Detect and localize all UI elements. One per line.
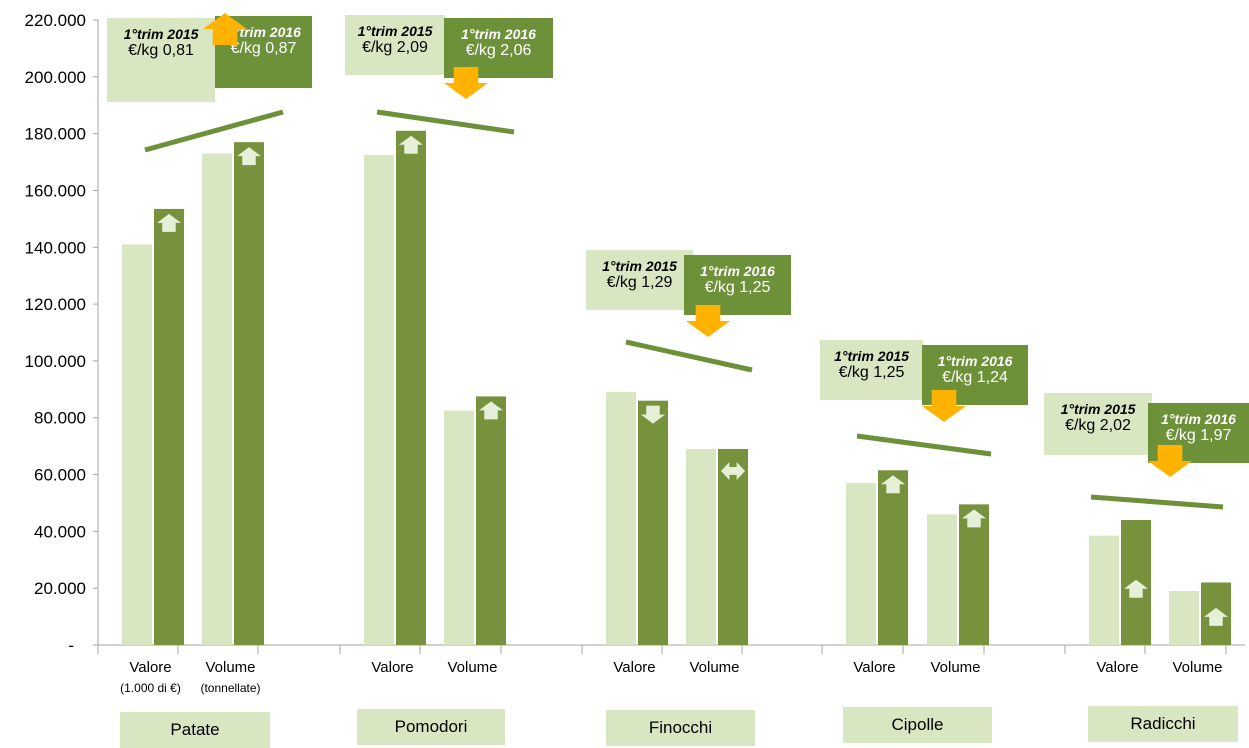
y-tick-label: 160.000 <box>25 181 86 200</box>
x-category-label: Volume <box>1172 659 1222 676</box>
bar-2015 <box>927 514 957 645</box>
price-trend-line <box>856 433 992 457</box>
product-group-label: Finocchi <box>606 710 755 746</box>
x-category-note: (tonnellate) <box>200 681 260 695</box>
x-category-label: Volume <box>447 659 497 676</box>
bar-2016 <box>638 400 668 645</box>
price-trend-lines <box>144 109 1224 510</box>
x-category-note: (1.000 di €) <box>120 681 181 695</box>
product-group-label: Patate <box>120 712 270 748</box>
bar-change-arrow-icon <box>721 461 745 480</box>
price-value: €/kg 1,25 <box>838 364 905 382</box>
product-group-label: Pomodori <box>357 709 505 745</box>
arrows <box>157 135 1228 626</box>
axes: - 20.000 40.000 60.000 80.000 100.000 120.000 1… <box>25 11 1245 695</box>
x-category-label: Valore <box>371 659 413 676</box>
price-value: €/kg 0,81 <box>128 42 194 60</box>
price-value: €/kg 2,06 <box>465 42 532 60</box>
bar-change-arrow-icon <box>1204 607 1228 626</box>
price-trend-line <box>625 339 753 373</box>
x-category-label: Valore <box>129 659 171 676</box>
price-change-arrow-icon <box>444 67 488 99</box>
bar-2016 <box>154 208 184 645</box>
y-tick-label: 200.000 <box>25 68 86 87</box>
bar-change-arrow-icon <box>479 401 503 420</box>
price-value: €/kg 1,29 <box>606 274 673 292</box>
price-value: €/kg 1,97 <box>1165 427 1232 445</box>
x-category-label: Volume <box>930 659 980 676</box>
price-period-label: 1°trim 2015 <box>602 258 677 274</box>
x-category-label: Volume <box>205 659 255 676</box>
bar-2016 <box>476 396 506 645</box>
price-value: €/kg 1,25 <box>704 279 771 297</box>
product-group-label: Radicchi <box>1088 706 1238 742</box>
price-period-label: 1°trim 2016 <box>937 353 1013 369</box>
bar-2015 <box>364 154 394 645</box>
price-period-label: 1°trim 2015 <box>123 26 199 42</box>
price-value: €/kg 0,87 <box>230 40 297 58</box>
price-period-label: 1°trim 2015 <box>357 23 433 39</box>
price-period-label: 1°trim 2016 <box>700 263 775 279</box>
price-box-2015: 1°trim 2015 €/kg 2,02 <box>1044 393 1152 455</box>
bar-change-arrow-icon <box>881 475 905 494</box>
bar-change-arrow-icon <box>399 135 423 154</box>
bar-change-arrow-icon <box>237 147 261 166</box>
price-box-2015: 1°trim 2015 €/kg 1,25 <box>820 340 923 400</box>
price-trend-line <box>1090 494 1224 510</box>
bar-2015 <box>122 244 152 645</box>
bar-2015 <box>444 410 474 645</box>
bar-2015 <box>1169 591 1199 645</box>
y-tick-label: 60.000 <box>34 466 86 485</box>
bar-change-arrow-icon <box>1124 579 1148 598</box>
y-tick-label: 20.000 <box>34 579 86 598</box>
price-trend-line <box>376 109 515 135</box>
price-trend-line <box>144 109 284 153</box>
bars <box>122 130 1231 646</box>
x-category-label: Volume <box>689 659 739 676</box>
price-value: €/kg 1,24 <box>942 369 1008 387</box>
bar-2015 <box>606 392 636 645</box>
price-period-label: 1°trim 2015 <box>834 348 909 364</box>
price-value: €/kg 2,02 <box>1065 417 1131 435</box>
product-group-label: Cipolle <box>843 707 992 743</box>
price-value: €/kg 2,09 <box>362 39 428 57</box>
bar-2016 <box>959 504 989 645</box>
price-box-2015: 1°trim 2015 €/kg 2,09 <box>345 15 445 75</box>
y-tick-label: 220.000 <box>25 11 86 30</box>
price-change-arrow-icon <box>686 305 730 337</box>
y-tick-label: 40.000 <box>34 522 86 541</box>
x-category-label: Valore <box>1096 659 1138 676</box>
x-category-label: Valore <box>613 659 655 676</box>
bar-change-arrow-icon <box>641 405 665 424</box>
bar-2016 <box>878 470 908 645</box>
bar-2015 <box>686 448 716 645</box>
y-tick-label: 180.000 <box>25 125 86 144</box>
y-tick-label: 100.000 <box>25 352 86 371</box>
x-category-label: Valore <box>853 659 895 676</box>
bar-change-arrow-icon <box>962 509 986 528</box>
bar-2015 <box>202 153 232 646</box>
price-box-2015: 1°trim 2015 €/kg 1,29 <box>586 250 693 310</box>
y-tick-label: 120.000 <box>25 295 86 314</box>
price-box-2016: 1°trim 2016 €/kg 1,97 <box>1148 403 1249 463</box>
bar-2016 <box>396 130 426 645</box>
price-change-arrow-icon <box>203 13 247 45</box>
price-box-2015: 1°trim 2015 €/kg 0,81 <box>107 18 215 102</box>
bar-2016 <box>234 142 264 645</box>
bar-change-arrow-icon <box>157 213 181 232</box>
price-period-label: 1°trim 2016 <box>461 26 536 42</box>
bar-2015 <box>846 483 876 645</box>
y-tick-label: 80.000 <box>34 409 86 428</box>
price-change-arrow-icon <box>1148 445 1192 477</box>
price-period-label: 1°trim 2016 <box>1161 411 1236 427</box>
price-change-arrow-icon <box>922 390 966 422</box>
y-tick-label: - <box>68 636 74 655</box>
price-period-label: 1°trim 2015 <box>1060 401 1136 417</box>
bar-2015 <box>1089 535 1119 645</box>
bar-2016 <box>718 448 748 645</box>
y-tick-label: 140.000 <box>25 238 86 257</box>
